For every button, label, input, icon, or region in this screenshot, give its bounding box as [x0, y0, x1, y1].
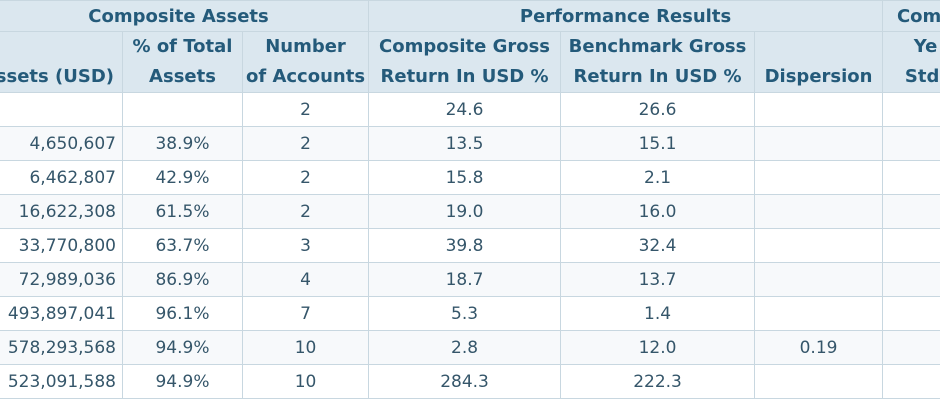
- cell-comp-gross: 13.5: [368, 126, 562, 161]
- col-pct-total-line1: % of Total: [132, 36, 233, 57]
- table-row: 4,650,607 38.9% 2 13.5 15.1: [0, 126, 940, 161]
- cell-assets: 16,622,308: [0, 194, 123, 229]
- table-row: 2 24.6 26.6: [0, 92, 940, 127]
- cell-num-accounts: 10: [241, 364, 370, 399]
- cell-num-accounts: 4: [241, 262, 370, 297]
- col-comp-std-line1: Ye: [913, 36, 938, 57]
- col-comp-gross-line2: Return In USD %: [380, 66, 549, 87]
- cell-bench-gross: 32.4: [560, 228, 756, 263]
- cell-comp-std: [882, 194, 940, 229]
- cell-comp-gross: 15.8: [368, 160, 562, 195]
- cell-dispersion: [754, 364, 884, 399]
- cell-comp-gross: 5.3: [368, 296, 562, 331]
- col-composite-gross-return: Composite Gross Return In USD %: [368, 31, 562, 93]
- table-row: 6,462,807 42.9% 2 15.8 2.1: [0, 160, 940, 195]
- cell-pct-total: 63.7%: [122, 228, 243, 263]
- col-num-accounts-line1: Number: [265, 36, 346, 57]
- col-comp-std-line2: Std.: [904, 66, 940, 87]
- cell-dispersion: [754, 160, 884, 195]
- cell-pct-total: 94.9%: [122, 364, 243, 399]
- cell-comp-std: [882, 92, 940, 127]
- cell-pct-total: 96.1%: [122, 296, 243, 331]
- col-composite-std-partial: Ye Std.: [882, 31, 940, 93]
- cell-dispersion: [754, 262, 884, 297]
- cell-num-accounts: 7: [241, 296, 370, 331]
- group-header-row: Composite Assets Performance Results Com…: [0, 0, 940, 32]
- group-composite-assets: Composite Assets: [0, 0, 370, 32]
- cell-assets: 523,091,588: [0, 364, 123, 399]
- table-row: 72,989,036 86.9% 4 18.7 13.7: [0, 262, 940, 297]
- cell-num-accounts: 2: [241, 160, 370, 195]
- cell-assets: 6,462,807: [0, 160, 123, 195]
- cell-comp-gross: 19.0: [368, 194, 562, 229]
- cell-dispersion: [754, 126, 884, 161]
- cell-dispersion: [754, 194, 884, 229]
- col-num-accounts-line2: of Accounts: [245, 66, 366, 87]
- cell-pct-total: 38.9%: [122, 126, 243, 161]
- cell-bench-gross: 16.0: [560, 194, 756, 229]
- col-assets-usd: ssets (USD): [0, 31, 123, 93]
- col-benchmark-gross-return: Benchmark Gross Return In USD %: [560, 31, 756, 93]
- cell-bench-gross: 13.7: [560, 262, 756, 297]
- cell-bench-gross: 1.4: [560, 296, 756, 331]
- cell-bench-gross: 2.1: [560, 160, 756, 195]
- table-body: 2 24.6 26.6 4,650,607 38.9% 2 13.5 15.1 …: [0, 92, 940, 399]
- cell-pct-total: 94.9%: [122, 330, 243, 365]
- cell-comp-gross: 18.7: [368, 262, 562, 297]
- cell-assets: [0, 92, 123, 127]
- table-row: 578,293,568 94.9% 10 2.8 12.0 0.19: [0, 330, 940, 365]
- col-dispersion: Dispersion: [754, 31, 884, 93]
- cell-bench-gross: 15.1: [560, 126, 756, 161]
- cell-comp-std: [882, 160, 940, 195]
- cell-assets: 493,897,041: [0, 296, 123, 331]
- cell-comp-gross: 284.3: [368, 364, 562, 399]
- table-row: 523,091,588 94.9% 10 284.3 222.3: [0, 364, 940, 399]
- cell-num-accounts: 2: [241, 126, 370, 161]
- cell-dispersion: [754, 296, 884, 331]
- cell-comp-std: [882, 228, 940, 263]
- col-pct-total-assets: % of Total Assets: [122, 31, 243, 93]
- group-performance-results: Performance Results: [368, 0, 884, 32]
- cell-pct-total: 86.9%: [122, 262, 243, 297]
- cell-comp-gross: 2.8: [368, 330, 562, 365]
- col-number-of-accounts: Number of Accounts: [241, 31, 370, 93]
- table-row: 16,622,308 61.5% 2 19.0 16.0: [0, 194, 940, 229]
- cell-assets: 33,770,800: [0, 228, 123, 263]
- cell-comp-gross: 39.8: [368, 228, 562, 263]
- cell-dispersion: [754, 228, 884, 263]
- col-comp-gross-line1: Composite Gross: [379, 36, 551, 57]
- cell-num-accounts: 10: [241, 330, 370, 365]
- cell-assets: 578,293,568: [0, 330, 123, 365]
- col-bench-gross-line1: Benchmark Gross: [568, 36, 747, 57]
- cell-bench-gross: 222.3: [560, 364, 756, 399]
- cell-bench-gross: 12.0: [560, 330, 756, 365]
- cell-comp-std: [882, 330, 940, 365]
- cell-dispersion: 0.19: [754, 330, 884, 365]
- table-row: 493,897,041 96.1% 7 5.3 1.4: [0, 296, 940, 331]
- cell-bench-gross: 26.6: [560, 92, 756, 127]
- group-composite-partial: Comp: [882, 0, 940, 32]
- cell-assets: 4,650,607: [0, 126, 123, 161]
- cell-num-accounts: 2: [241, 194, 370, 229]
- cell-pct-total: 61.5%: [122, 194, 243, 229]
- cell-pct-total: 42.9%: [122, 160, 243, 195]
- table-row: 33,770,800 63.7% 3 39.8 32.4: [0, 228, 940, 263]
- cell-num-accounts: 3: [241, 228, 370, 263]
- cell-comp-std: [882, 364, 940, 399]
- cell-dispersion: [754, 92, 884, 127]
- cell-comp-std: [882, 262, 940, 297]
- cell-pct-total: [122, 92, 243, 127]
- col-pct-total-line2: Assets: [149, 66, 216, 87]
- cell-comp-gross: 24.6: [368, 92, 562, 127]
- cell-assets: 72,989,036: [0, 262, 123, 297]
- column-header-row: ssets (USD) % of Total Assets Number of …: [0, 31, 940, 93]
- cell-comp-std: [882, 296, 940, 331]
- cell-num-accounts: 2: [241, 92, 370, 127]
- col-bench-gross-line2: Return In USD %: [573, 66, 742, 87]
- cell-comp-std: [882, 126, 940, 161]
